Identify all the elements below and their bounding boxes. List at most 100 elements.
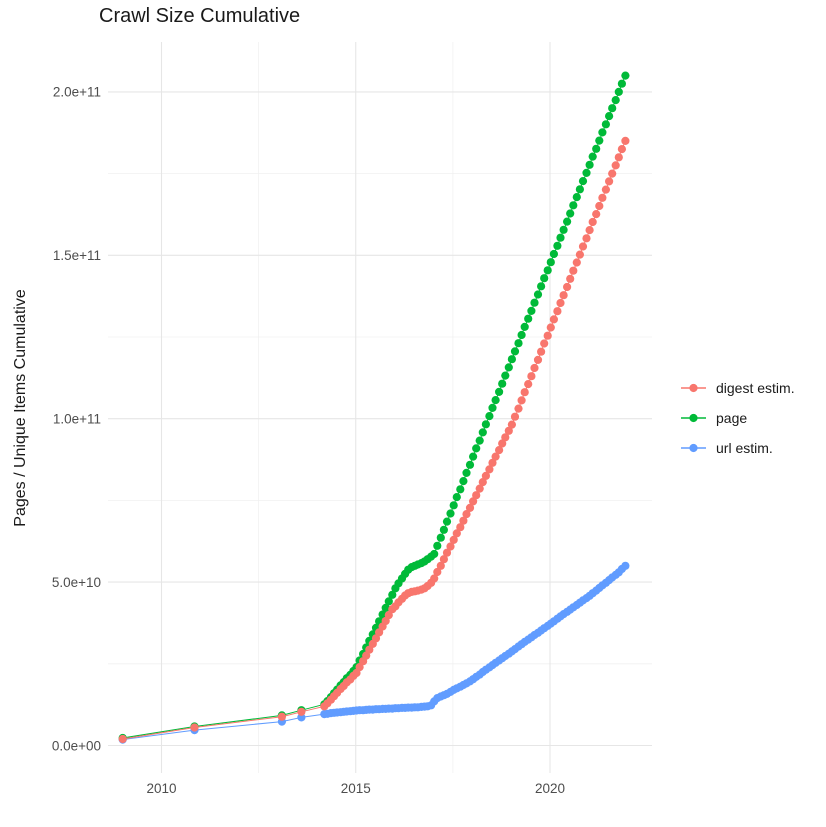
data-point (510, 347, 520, 356)
data-point (465, 460, 475, 469)
data-point (617, 79, 627, 88)
data-point (572, 258, 581, 267)
data-point (118, 734, 127, 744)
data-point (478, 478, 487, 487)
data-point (459, 477, 468, 486)
data-point (459, 516, 468, 525)
data-point (598, 193, 607, 202)
data-point (614, 87, 623, 96)
y-tick-label: 5.0e+10 (52, 575, 101, 590)
data-point (546, 258, 555, 267)
data-point (488, 403, 497, 412)
data-point (517, 330, 526, 340)
data-point (381, 603, 390, 613)
data-point (537, 282, 546, 291)
data-point (546, 323, 555, 332)
legend: digest estim. page url estim. (680, 377, 795, 459)
data-point (475, 436, 484, 445)
data-point (575, 250, 585, 259)
data-point (605, 112, 614, 121)
data-point (608, 104, 617, 113)
data-point (569, 201, 578, 210)
data-point (617, 145, 627, 154)
data-point (566, 274, 575, 283)
data-point (442, 517, 452, 526)
data-point (578, 177, 588, 186)
chart-title: Crawl Size Cumulative (99, 5, 301, 27)
legend-label: url estim. (716, 440, 773, 456)
data-point (469, 452, 478, 461)
data-point (384, 597, 393, 606)
data-point (488, 458, 497, 467)
data-point (608, 169, 617, 178)
x-tick-label: 2015 (341, 781, 371, 796)
data-point (388, 590, 397, 599)
data-point (533, 290, 543, 299)
data-point (433, 567, 442, 577)
data-point (277, 712, 286, 721)
data-point (446, 509, 455, 518)
data-point (527, 306, 536, 315)
data-point (504, 363, 513, 372)
data-point (595, 201, 604, 211)
data-point (621, 71, 630, 80)
data-point (439, 525, 448, 534)
data-point (553, 241, 562, 250)
data-point (485, 465, 494, 474)
y-tick-label: 0.0e+00 (52, 738, 101, 753)
y-tick-label: 2.0e+11 (53, 85, 101, 100)
legend-item-url-estim: url estim. (680, 437, 795, 459)
data-point (436, 561, 445, 570)
data-point (478, 428, 487, 437)
legend-label: digest estim. (716, 380, 795, 396)
grid-major (108, 42, 652, 773)
data-point (524, 314, 533, 323)
data-point (582, 234, 591, 243)
data-point (595, 136, 604, 145)
data-point (491, 452, 500, 461)
data-point (384, 611, 393, 620)
data-point (585, 226, 594, 235)
data-point (588, 217, 597, 227)
data-point (533, 355, 543, 364)
data-point (540, 274, 549, 283)
data-point (514, 404, 523, 413)
data-point (452, 493, 461, 502)
data-point (569, 266, 578, 275)
data-point (527, 372, 536, 381)
data-point (563, 217, 572, 226)
data-point (517, 396, 526, 405)
data-point (507, 420, 516, 429)
data-point (355, 663, 364, 672)
data-point (504, 426, 513, 435)
data-point (537, 347, 546, 356)
legend-item-digest-estim: digest estim. (680, 377, 795, 399)
data-point (611, 96, 620, 105)
data-point (566, 209, 575, 218)
data-point (491, 396, 500, 405)
data-point (456, 523, 465, 532)
data-point (585, 160, 594, 169)
data-point (556, 298, 565, 308)
data-point (472, 444, 481, 453)
y-tick-label: 1.5e+11 (53, 248, 101, 263)
data-point (514, 339, 523, 348)
data-point (190, 723, 199, 732)
data-point (520, 388, 529, 397)
data-point (462, 509, 471, 519)
digest-estim-key-icon (681, 383, 706, 393)
data-point (378, 610, 387, 619)
data-point (553, 307, 562, 316)
data-point (601, 120, 611, 129)
grid-minor (108, 42, 652, 773)
data-point (530, 298, 539, 307)
data-point (507, 355, 516, 364)
y-tick-label: 1.0e+11 (53, 412, 101, 427)
data-point (469, 497, 478, 506)
data-point (530, 363, 539, 373)
data-point (549, 249, 559, 259)
data-point (543, 331, 552, 340)
data-point (462, 468, 471, 477)
